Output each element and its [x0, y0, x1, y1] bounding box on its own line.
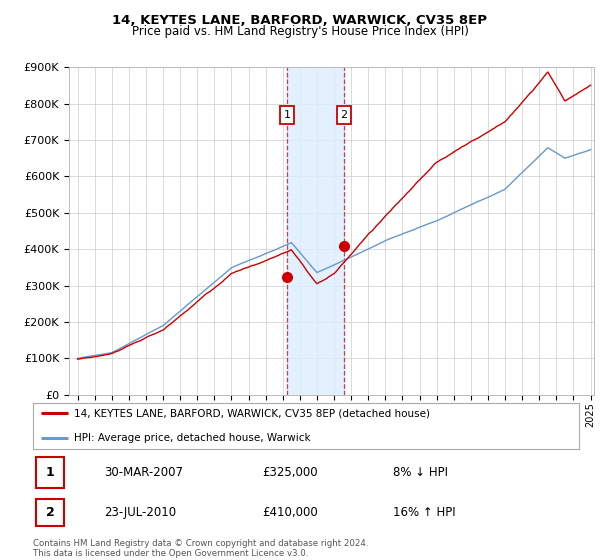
FancyBboxPatch shape	[36, 498, 64, 526]
Text: Price paid vs. HM Land Registry's House Price Index (HPI): Price paid vs. HM Land Registry's House …	[131, 25, 469, 38]
Text: 8% ↓ HPI: 8% ↓ HPI	[394, 466, 448, 479]
Text: £410,000: £410,000	[262, 506, 318, 519]
Text: 14, KEYTES LANE, BARFORD, WARWICK, CV35 8EP: 14, KEYTES LANE, BARFORD, WARWICK, CV35 …	[113, 14, 487, 27]
Text: 1: 1	[284, 110, 290, 120]
FancyBboxPatch shape	[36, 458, 64, 488]
Text: 30-MAR-2007: 30-MAR-2007	[104, 466, 183, 479]
Text: 14, KEYTES LANE, BARFORD, WARWICK, CV35 8EP (detached house): 14, KEYTES LANE, BARFORD, WARWICK, CV35 …	[74, 408, 430, 418]
Text: 2: 2	[46, 506, 55, 519]
Text: 2: 2	[340, 110, 347, 120]
Text: Contains HM Land Registry data © Crown copyright and database right 2024.
This d: Contains HM Land Registry data © Crown c…	[33, 539, 368, 558]
Bar	[287, 67, 344, 395]
Text: 23-JUL-2010: 23-JUL-2010	[104, 506, 176, 519]
Text: 1: 1	[46, 466, 55, 479]
Text: HPI: Average price, detached house, Warwick: HPI: Average price, detached house, Warw…	[74, 433, 311, 442]
Text: £325,000: £325,000	[262, 466, 318, 479]
Text: 16% ↑ HPI: 16% ↑ HPI	[394, 506, 456, 519]
